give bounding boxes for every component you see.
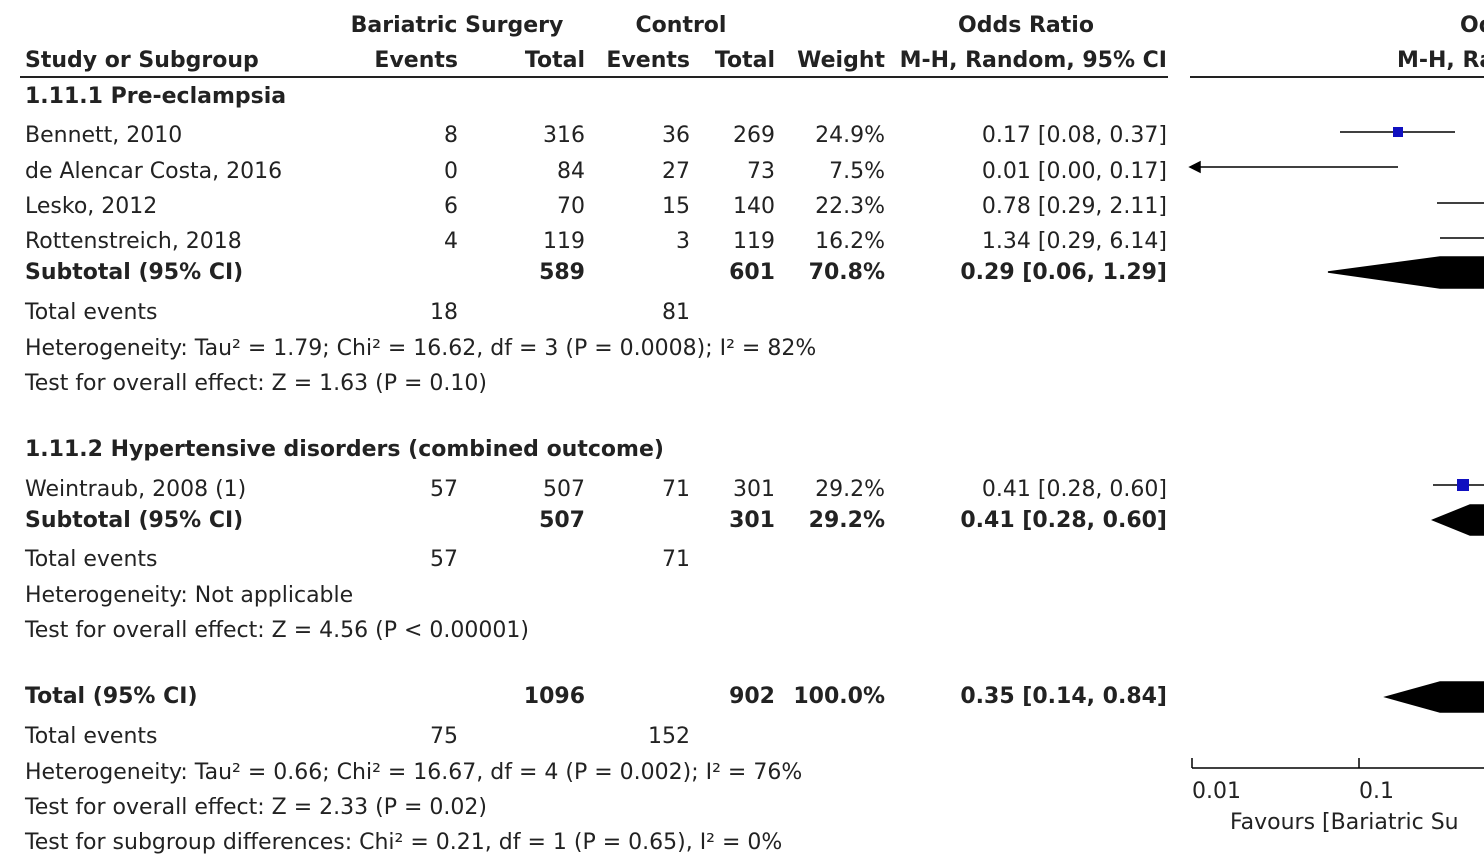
cell: 57: [430, 547, 458, 572]
cell: 507: [543, 477, 585, 502]
cell: 0.78 [0.29, 2.11]: [982, 194, 1167, 219]
cell: 0.17 [0.08, 0.37]: [982, 123, 1167, 148]
cell: 301: [729, 508, 775, 533]
row-label: Weintraub, 2008 (1): [25, 477, 246, 502]
column-header: Study or Subgroup: [25, 48, 259, 73]
row-label: Subtotal (95% CI): [25, 508, 243, 533]
cell: 119: [733, 229, 775, 254]
row-label: Total events: [24, 547, 158, 572]
plot-marks: [1188, 127, 1484, 769]
cell: 152: [648, 724, 690, 749]
cell: 29.2%: [809, 508, 885, 533]
cell: 84: [557, 159, 585, 184]
row-label: Total (95% CI): [25, 684, 198, 709]
cell: 119: [543, 229, 585, 254]
row-label: Bennett, 2010: [25, 123, 182, 148]
row-label: Lesko, 2012: [25, 194, 157, 219]
cell: 0.29 [0.06, 1.29]: [960, 260, 1167, 285]
cell: 15: [662, 194, 690, 219]
column-header: Events: [374, 48, 458, 73]
cell: 6: [444, 194, 458, 219]
axis-tick-label: 0.1: [1359, 779, 1394, 804]
cell: 36: [662, 123, 690, 148]
row-label: Test for subgroup differences: Chi² = 0.…: [24, 830, 782, 855]
cell: 70.8%: [809, 260, 885, 285]
group-header: Control: [636, 13, 727, 38]
cell: 301: [733, 477, 775, 502]
cell: 902: [729, 684, 775, 709]
row-label: 1.11.2 Hypertensive disorders (combined …: [25, 437, 664, 462]
axis-label: Favours [Bariatric Su: [1230, 810, 1459, 835]
column-header: Total: [525, 48, 585, 73]
cell: 316: [543, 123, 585, 148]
cell: 0.01 [0.00, 0.17]: [982, 159, 1167, 184]
cell: 7.5%: [829, 159, 885, 184]
cell: 57: [430, 477, 458, 502]
cell: 507: [539, 508, 585, 533]
cell: 1096: [524, 684, 585, 709]
row-label: 1.11.1 Pre-eclampsia: [25, 84, 286, 109]
cell: 3: [676, 229, 690, 254]
cell: 4: [444, 229, 458, 254]
row-label: Rottenstreich, 2018: [25, 229, 242, 254]
cell: 71: [662, 547, 690, 572]
row-label: de Alencar Costa, 2016: [25, 159, 282, 184]
column-header: M-H, Random, 95% CI: [900, 48, 1167, 73]
cell: 27: [662, 159, 690, 184]
cell: 0.35 [0.14, 0.84]: [960, 684, 1167, 709]
row-label: Heterogeneity: Not applicable: [25, 583, 353, 608]
cell: 8: [444, 123, 458, 148]
cell: 0: [444, 159, 458, 184]
cell: 269: [733, 123, 775, 148]
cell: 0.41 [0.28, 0.60]: [960, 508, 1167, 533]
cell: 29.2%: [815, 477, 885, 502]
cell: 0.41 [0.28, 0.60]: [982, 477, 1167, 502]
cell: 24.9%: [815, 123, 885, 148]
column-header: Weight: [797, 48, 885, 73]
group-header: Bariatric Surgery: [351, 13, 564, 38]
column-header: Events: [606, 48, 690, 73]
axis-tick-label: 0.01: [1192, 779, 1241, 804]
row-label: Subtotal (95% CI): [25, 260, 243, 285]
row-label: Test for overall effect: Z = 4.56 (P < 0…: [24, 618, 529, 643]
group-header: Od: [1460, 13, 1484, 38]
cell: 1.34 [0.29, 6.14]: [982, 229, 1167, 254]
row-label: Heterogeneity: Tau² = 0.66; Chi² = 16.67…: [25, 760, 802, 785]
column-header: Total: [715, 48, 775, 73]
cell: 75: [430, 724, 458, 749]
cell: 22.3%: [815, 194, 885, 219]
cell: 71: [662, 477, 690, 502]
row-label: Total events: [24, 724, 158, 749]
cell: 81: [662, 300, 690, 325]
cell: 100.0%: [793, 684, 885, 709]
group-header: Odds Ratio: [958, 13, 1094, 38]
cell: 70: [557, 194, 585, 219]
cell: 140: [733, 194, 775, 219]
row-label: Heterogeneity: Tau² = 1.79; Chi² = 16.62…: [25, 336, 816, 361]
row-label: Test for overall effect: Z = 2.33 (P = 0…: [24, 795, 487, 820]
row-label: Test for overall effect: Z = 1.63 (P = 0…: [24, 371, 487, 396]
row-label: Total events: [24, 300, 158, 325]
cell: 589: [539, 260, 585, 285]
cell: 601: [729, 260, 775, 285]
cell: 16.2%: [815, 229, 885, 254]
cell: 73: [747, 159, 775, 184]
column-header: M-H, Ra: [1397, 48, 1484, 73]
cell: 18: [430, 300, 458, 325]
